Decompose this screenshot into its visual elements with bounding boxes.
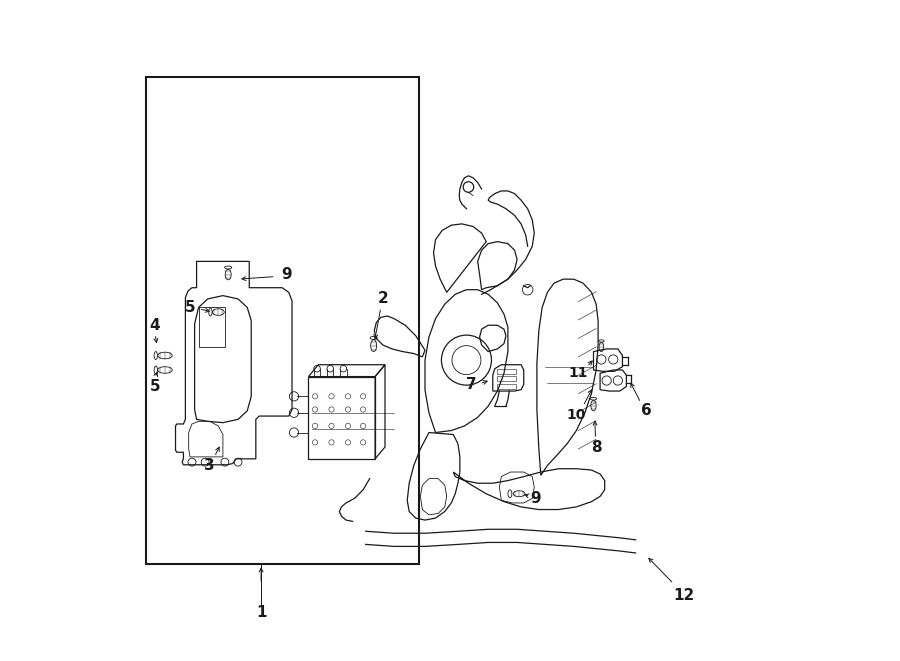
Text: 1: 1 (256, 605, 266, 620)
Bar (498, 376, 516, 381)
Bar (498, 369, 516, 374)
Text: 8: 8 (590, 440, 601, 455)
Text: 7: 7 (466, 377, 476, 392)
Text: 10: 10 (567, 408, 586, 422)
Text: 5: 5 (184, 300, 195, 315)
Bar (498, 385, 516, 389)
Text: 6: 6 (641, 403, 652, 418)
Text: 4: 4 (149, 318, 160, 332)
Text: 5: 5 (149, 379, 160, 394)
Text: 12: 12 (673, 588, 694, 603)
Text: 9: 9 (282, 267, 292, 282)
Text: 11: 11 (569, 366, 588, 380)
Text: 9: 9 (530, 491, 541, 506)
Text: 3: 3 (204, 458, 215, 473)
Bar (146, 77, 419, 564)
Text: 2: 2 (377, 292, 388, 307)
Bar (199, 307, 225, 347)
